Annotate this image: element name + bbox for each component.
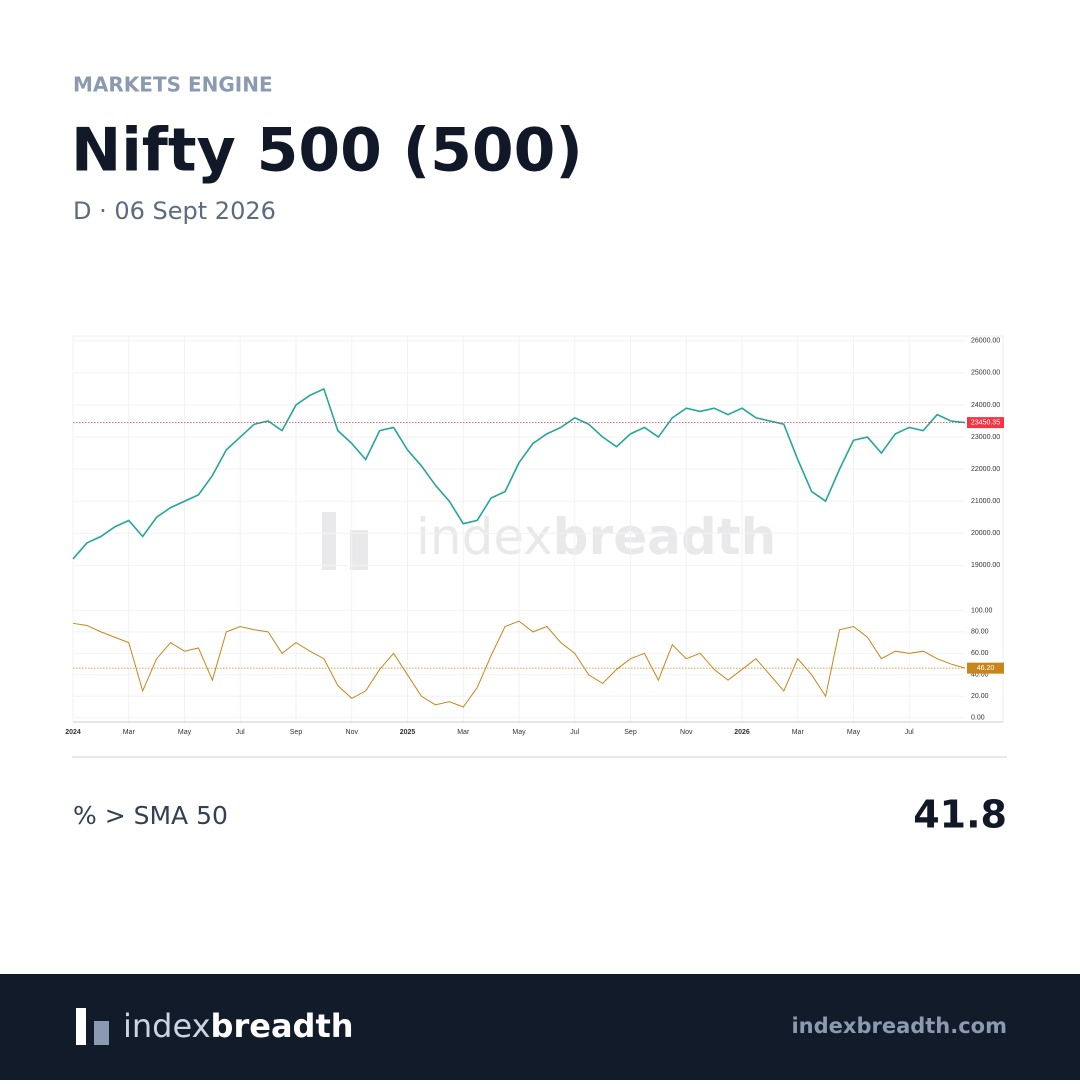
y-tick-label: 26000.00 <box>971 338 1000 345</box>
y-tick-label: 20.00 <box>971 693 989 700</box>
brand-prefix: index <box>123 1007 211 1045</box>
y-tick-label: 80.00 <box>971 629 989 636</box>
metric-value: 41.8 <box>913 793 1007 837</box>
watermark: indexbreadth <box>322 508 776 570</box>
y-tick-label: 21000.00 <box>971 498 1000 505</box>
x-tick-label: Sep <box>290 729 303 736</box>
last-value-tag <box>967 417 1004 429</box>
x-tick-label: Mar <box>123 729 136 736</box>
y-tick-label: 100.00 <box>971 607 993 614</box>
y-tick-label: 24000.00 <box>971 402 1000 409</box>
watermark-icon <box>322 512 336 570</box>
watermark-prefix: index <box>416 508 553 566</box>
series-line <box>72 387 966 560</box>
y-tick-label: 0.00 <box>971 715 985 722</box>
y-tick-label: 22000.00 <box>971 466 1000 473</box>
y-tick-label: 40.00 <box>971 672 989 679</box>
metric-label: % > SMA 50 <box>73 801 228 830</box>
x-tick-label: Sep <box>624 729 637 736</box>
footer-bar <box>0 974 1080 1080</box>
title: Nifty 500 (500) <box>71 116 583 186</box>
x-tick-label: Jul <box>570 729 579 736</box>
x-tick-label: 2025 <box>400 729 416 736</box>
x-tick-label: 2026 <box>734 729 750 736</box>
kicker: MARKETS ENGINE <box>73 73 273 97</box>
x-tick-label: Mar <box>457 729 470 736</box>
watermark-icon <box>350 530 368 570</box>
watermark-suffix: breadth <box>553 508 776 566</box>
series-line <box>72 620 966 708</box>
last-value-tag <box>967 662 1004 674</box>
x-tick-label: May <box>512 729 526 736</box>
brand-suffix: breadth <box>211 1007 354 1045</box>
x-tick-label: Nov <box>680 729 693 736</box>
x-tick-label: 2024 <box>65 729 81 736</box>
logo-bar <box>76 1008 86 1045</box>
last-value-label: 46.20 <box>977 665 995 672</box>
x-tick-label: Mar <box>792 729 805 736</box>
x-tick-label: May <box>178 729 192 736</box>
url: indexbreadth.com <box>791 1014 1007 1038</box>
x-tick-label: Nov <box>346 729 359 736</box>
logo-bar <box>94 1021 109 1045</box>
x-tick-label: Jul <box>905 729 914 736</box>
watermark-text: indexbreadth <box>416 508 776 566</box>
y-tick-label: 25000.00 <box>971 370 1000 377</box>
last-value-label: 23450.35 <box>971 419 1000 426</box>
y-tick-label: 60.00 <box>971 650 989 657</box>
brand: indexbreadth <box>123 1007 354 1045</box>
subtitle: D · 06 Sept 2026 <box>73 197 276 225</box>
x-tick-label: Jul <box>236 729 245 736</box>
x-tick-label: May <box>847 729 861 736</box>
y-tick-label: 23000.00 <box>971 434 1000 441</box>
y-tick-label: 20000.00 <box>971 530 1000 537</box>
y-tick-label: 19000.00 <box>971 562 1000 569</box>
